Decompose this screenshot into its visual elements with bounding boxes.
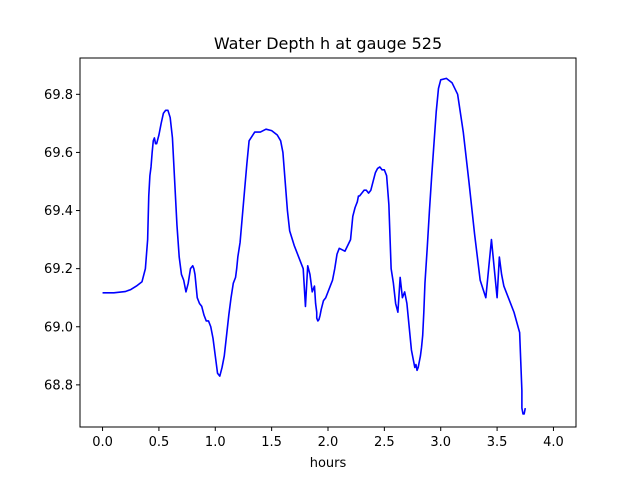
- x-tick-label: 3.0: [430, 435, 451, 450]
- x-tick-label: 1.0: [205, 435, 226, 450]
- x-axis-label: hours: [310, 456, 347, 471]
- y-axis-ticks: 68.8 69.0 69.2 69.4 69.6 69.8: [44, 88, 80, 393]
- x-tick-label: 0.5: [149, 435, 170, 450]
- y-tick-label: 68.8: [44, 378, 73, 393]
- y-tick-label: 69.0: [44, 320, 73, 335]
- x-tick-label: 0.0: [92, 435, 113, 450]
- y-tick-label: 69.2: [44, 262, 73, 277]
- x-tick-label: 2.5: [374, 435, 395, 450]
- y-tick-label: 69.4: [44, 204, 73, 219]
- x-tick-label: 2.0: [318, 435, 339, 450]
- water-depth-series-line: [102, 77, 527, 415]
- plot-area-frame: [79, 57, 577, 428]
- y-tick-label: 69.8: [44, 88, 73, 103]
- x-tick-label: 4.0: [543, 435, 564, 450]
- x-tick-label: 3.5: [487, 435, 508, 450]
- chart-title: Water Depth h at gauge 525: [214, 34, 442, 53]
- x-axis-ticks: 0.0 0.5 1.0 1.5 2.0 2.5 3.0 3.5 4.0: [92, 427, 564, 450]
- y-tick-label: 69.6: [44, 146, 73, 161]
- x-tick-label: 1.5: [261, 435, 282, 450]
